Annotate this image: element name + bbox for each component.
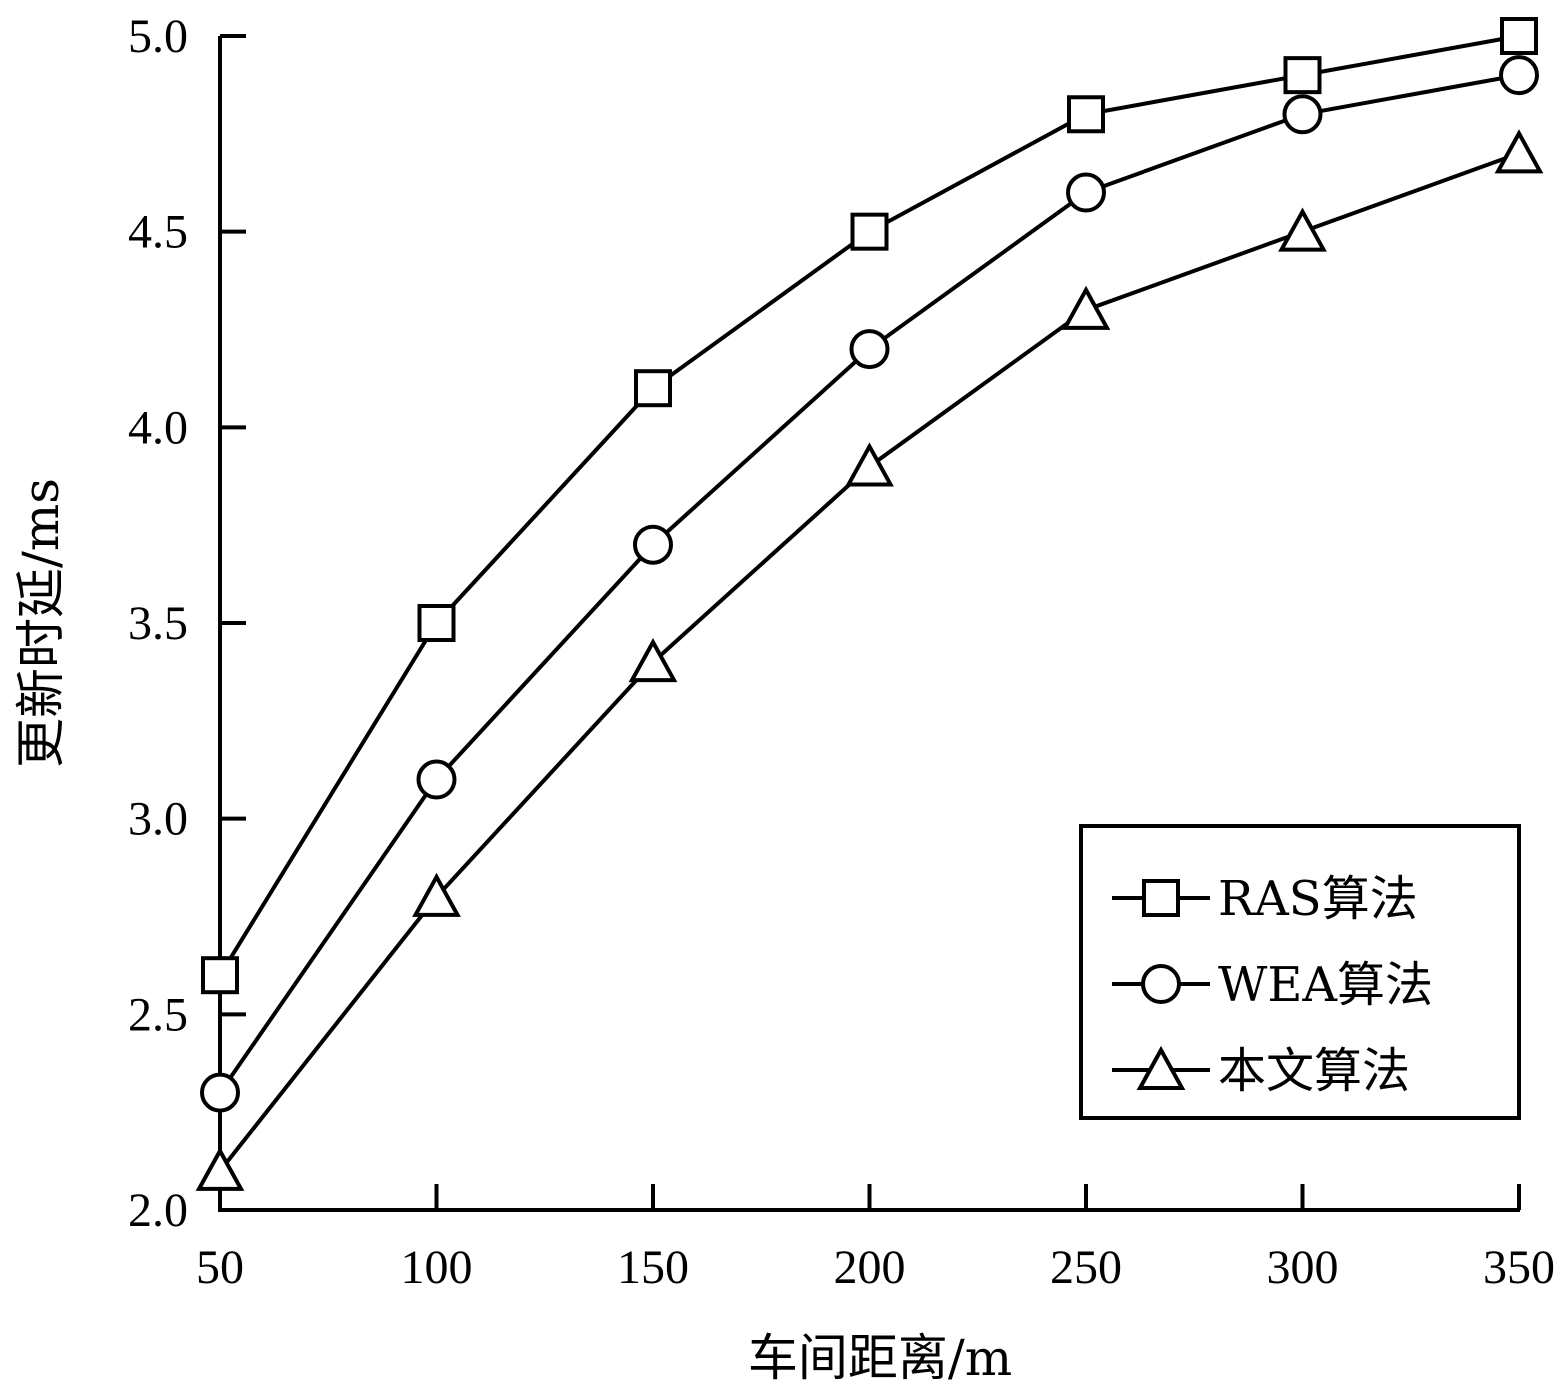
- data-point-square: [201, 956, 239, 995]
- data-point-triangle: [1494, 129, 1544, 174]
- y-tick-label: 3.5: [128, 597, 188, 650]
- data-point-triangle: [1061, 285, 1111, 330]
- series-triangle: [195, 129, 1544, 1191]
- data-point-square: [1067, 95, 1105, 134]
- data-point-circle: [1499, 55, 1539, 96]
- data-point-square: [1283, 56, 1322, 95]
- data-point-circle: [200, 1072, 240, 1113]
- data-point-circle: [849, 329, 890, 370]
- y-tick-label: 2.0: [128, 1184, 188, 1237]
- legend-label: WEA算法: [1218, 957, 1433, 1013]
- legend-label: RAS算法: [1218, 871, 1418, 927]
- y-axis-title: 更新时延/ms: [12, 478, 70, 768]
- data-point-triangle: [845, 442, 894, 487]
- data-point-circle: [1066, 172, 1106, 213]
- x-ticks: 50 100 150 200 250 300 350: [196, 1184, 1555, 1294]
- data-point-triangle: [628, 637, 678, 683]
- data-point-triangle: [195, 1146, 245, 1191]
- legend-item: WEA算法: [1112, 957, 1433, 1013]
- data-point-circle: [633, 524, 673, 565]
- series-group: [195, 17, 1544, 1191]
- x-tick-label: 350: [1483, 1241, 1555, 1294]
- y-tick-label: 2.5: [128, 988, 188, 1041]
- y-tick-label: 3.0: [128, 793, 188, 846]
- x-tick-label: 100: [401, 1241, 473, 1294]
- legend-marker-triangle: [1136, 1045, 1186, 1090]
- legend-marker-square: [1142, 879, 1180, 917]
- x-tick-label: 300: [1267, 1241, 1339, 1294]
- x-axis-title: 车间距离/m: [748, 1329, 1012, 1387]
- x-tick-label: 200: [834, 1241, 906, 1294]
- legend-label: 本文算法: [1218, 1043, 1410, 1099]
- legend-item: RAS算法: [1112, 871, 1418, 927]
- series-circle: [200, 55, 1539, 1113]
- data-point-square: [850, 212, 889, 251]
- series-square: [201, 17, 1538, 995]
- x-tick-label: 250: [1050, 1241, 1122, 1294]
- y-ticks: 2.0 2.5 3.0 3.5 4.0 4.5 5.0: [128, 10, 246, 1237]
- x-tick-label: 150: [617, 1241, 689, 1294]
- plot-area: 2.0 2.5 3.0 3.5 4.0 4.5 5.0 50 100 150 200 250 300 3…: [128, 10, 1555, 1294]
- data-point-triangle: [412, 872, 461, 917]
- data-point-square: [1500, 17, 1538, 55]
- y-tick-label: 4.0: [128, 401, 188, 454]
- data-point-square: [417, 604, 456, 642]
- y-tick-label: 5.0: [128, 10, 188, 63]
- data-point-square: [634, 369, 672, 408]
- data-point-circle: [416, 759, 457, 800]
- legend-item: 本文算法: [1112, 1043, 1410, 1099]
- y-tick-label: 4.5: [128, 206, 188, 259]
- x-tick-label: 50: [196, 1241, 244, 1294]
- legend-marker-circle: [1141, 964, 1181, 1004]
- data-point-triangle: [1278, 207, 1327, 252]
- data-point-circle: [1282, 94, 1323, 135]
